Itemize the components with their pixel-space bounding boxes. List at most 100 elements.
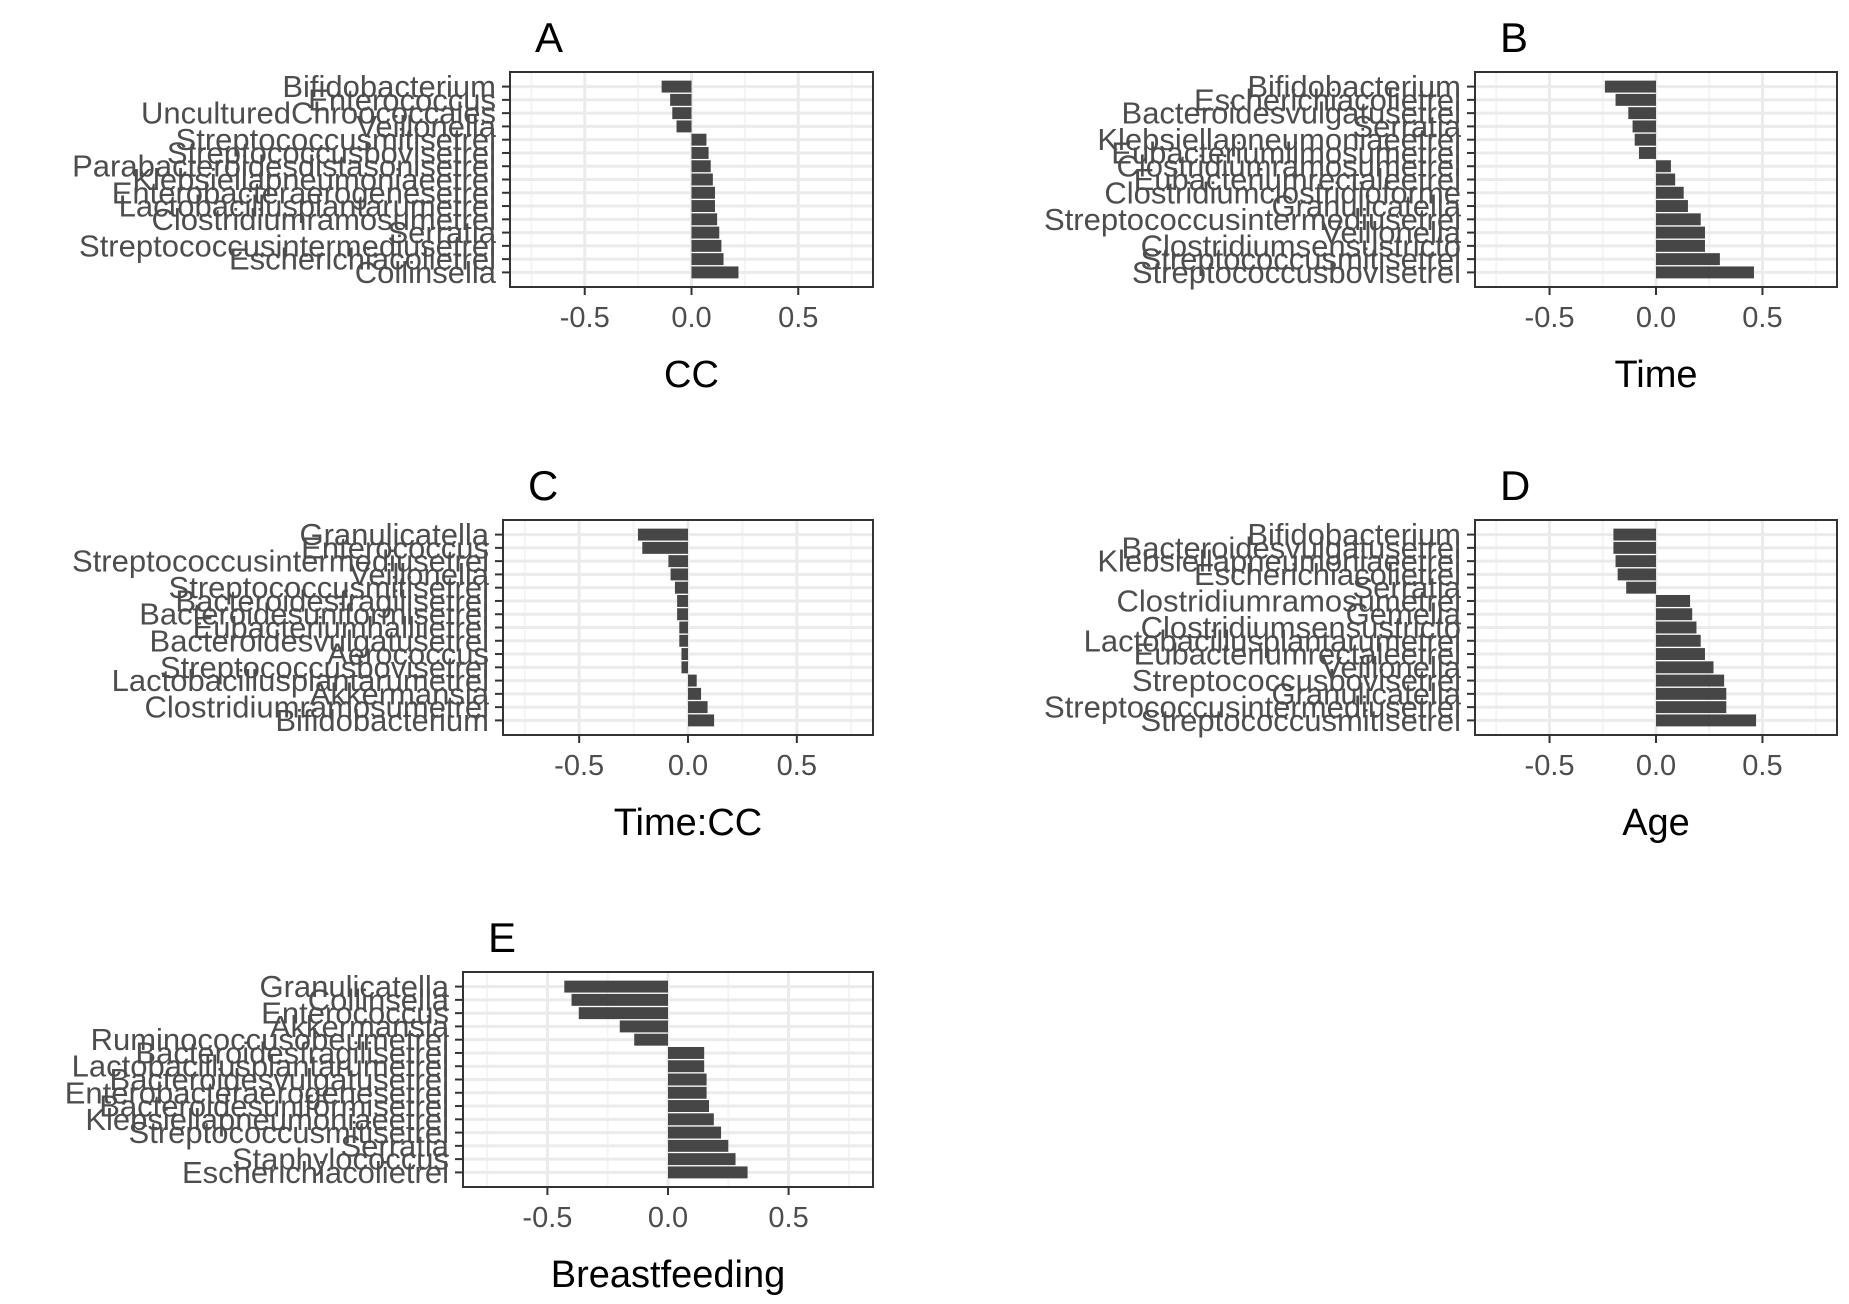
bar-eubacteriumlimosumetrel [1638, 146, 1656, 159]
bar-granulicatella [637, 528, 688, 541]
category-label: Akkermansia [270, 1009, 450, 1044]
bar-serratia [668, 1139, 729, 1152]
category-label: Enterobacteraerogenesetrel [112, 175, 496, 210]
category-label: Bacteroidesfragilisetrel [175, 583, 489, 618]
category-label: Streptococcusbovisetrel [167, 135, 496, 170]
x-tick-label: 0.0 [1636, 750, 1676, 782]
category-label: Klebsiellapneumoniaeetrel [85, 1102, 449, 1137]
bar-veillonella [676, 120, 692, 133]
bar-streptococcusmitisetrel [674, 581, 688, 594]
bar-klebsiellapneumoniaeetrel [1634, 133, 1656, 146]
bar-klebsiellapneumoniaeetrel [691, 173, 713, 186]
category-label: Lactobacillusplantarumetrel [112, 663, 489, 698]
bar-bacteroidesvulgatusetrel [1613, 541, 1656, 554]
x-axis-title: Time [1614, 354, 1697, 396]
x-tick-label: -0.5 [522, 1202, 572, 1234]
category-label: Veillonella [1321, 650, 1461, 685]
category-label: Eubacteriumlimosumetrel [1111, 135, 1461, 170]
bar-unculturedchroococcales [672, 107, 692, 120]
bar-akkermansia [688, 687, 702, 700]
x-tick-label: 0.5 [1742, 750, 1782, 782]
category-label: Bacteroidesvulgatusetrel [1122, 96, 1461, 131]
category-label: Granulicatella [1271, 676, 1461, 711]
x-tick-label: 0.0 [1636, 302, 1676, 334]
category-label: Bacteroidesvulgatusetrel [150, 623, 489, 658]
bar-bacteroidesvulgatusetrel [668, 1073, 707, 1086]
category-label: Klebsiellapneumoniaeetrel [1097, 544, 1461, 579]
bar-serratia [691, 226, 720, 239]
category-label: Bifidobacterium [282, 69, 496, 104]
bar-eubacteriumhalliietrel [679, 621, 688, 634]
category-label: Parabacteroidesdistasonisetrel [72, 149, 496, 184]
bar-bifidobacterium [1613, 528, 1656, 541]
bar-streptococcusintermediusetrel [1656, 213, 1701, 226]
category-label: Eubacteriumrectaleetrel [1134, 637, 1461, 672]
bar-bacteroidesuniformisetrel [668, 1100, 709, 1113]
bar-granulicatella [564, 980, 668, 993]
category-label: Clostridiumramosumetrel [151, 202, 496, 237]
bar-lactobacillusplantarumetrel [1656, 634, 1701, 647]
category-label: Serratia [340, 1128, 449, 1163]
bar-streptococcusbovisetrel [691, 146, 709, 159]
x-tick-label: 0.5 [778, 302, 818, 334]
x-tick-label: 0.5 [768, 1202, 808, 1234]
bar-klebsiellapneumoniaeetrel [668, 1113, 714, 1126]
bar-escherichiacolietrel [668, 1166, 748, 1179]
category-label: Granulicatella [259, 969, 449, 1004]
bar-escherichiacolietrel [1617, 568, 1656, 581]
bar-clostridiumramosumetrel [1656, 160, 1671, 173]
bar-streptococcusmitisetrel [691, 133, 707, 146]
category-label: Bifidobacterium [1247, 517, 1461, 552]
chart-panel-e: GranulicatellaCollinsellaEnterococcusAkk… [65, 914, 874, 1296]
category-label: UnculturedChroococcales [141, 96, 496, 131]
category-label: Streptococcusmitisetrel [169, 570, 489, 605]
bar-streptococcusmitisetrel [1656, 253, 1720, 266]
bar-streptococcusintermediusetrel [1656, 701, 1727, 714]
bar-streptococcusbovisetrel [681, 661, 688, 674]
category-label: Bifidobacterium [275, 703, 489, 738]
bar-bacteroidesvulgatusetrel [679, 634, 688, 647]
x-tick-label: -0.5 [560, 302, 610, 334]
category-label: Clostridiumclostridioforme [1104, 175, 1461, 210]
panel-label: A [535, 14, 563, 61]
bar-veillonella [1656, 661, 1714, 674]
bar-streptococcusintermediusetrel [668, 555, 688, 568]
bar-bifidobacterium [1604, 80, 1656, 93]
bar-serratia [1626, 581, 1656, 594]
category-label: Clostridiumramosumetrel [1116, 149, 1461, 184]
bar-streptococcusmitisetrel [668, 1126, 722, 1139]
x-tick-label: -0.5 [1525, 750, 1575, 782]
bar-clostridiumsensustricto [1656, 239, 1705, 252]
x-tick-label: 0.0 [668, 750, 708, 782]
category-label: Lactobacillusplantarumetrel [72, 1049, 449, 1084]
bar-lactobacillusplantarumetrel [668, 1060, 705, 1073]
panel-label: E [488, 914, 516, 961]
category-label: Veillonella [349, 557, 489, 592]
category-label: Streptococcusbovisetrel [1132, 255, 1461, 290]
bar-bifidobacterium [661, 80, 692, 93]
category-label: Enterobacteraerogenesetrel [65, 1075, 449, 1110]
chart-panel-d: BifidobacteriumBacteroidesvulgatusetrelK… [1044, 462, 1838, 844]
bar-serratia [1632, 120, 1656, 133]
category-label: Veillonella [1321, 215, 1461, 250]
category-label: Escherichiacolietrel [1194, 82, 1461, 117]
bar-aerococcus [681, 648, 688, 661]
bar-ruminococcusobeumetrel [634, 1033, 668, 1046]
x-tick-label: 0.0 [671, 302, 711, 334]
bar-lactobacillusplantarumetrel [691, 200, 715, 213]
bar-bacteroidesvulgatusetrel [1628, 107, 1656, 120]
bar-eubacteriumrectaleetrel [1656, 648, 1705, 661]
bar-clostridiumclostridioforme [1656, 186, 1684, 199]
category-label: Streptococcusmitisetrel [1141, 703, 1461, 738]
category-label: Aerococcus [327, 637, 489, 672]
category-label: Enterococcus [261, 996, 449, 1031]
category-label: Enterococcus [301, 530, 489, 565]
bar-clostridiumramosumetrel [688, 701, 708, 714]
category-label: Escherichiacolietrel [182, 1155, 449, 1190]
category-label: Collinsella [308, 982, 450, 1017]
x-axis-title: CC [664, 354, 719, 396]
category-label: Clostridiumsensustricto [1141, 610, 1461, 645]
category-label: Enterococcus [308, 82, 496, 117]
bar-streptococcusintermediusetrel [691, 239, 722, 252]
bar-staphylococcus [668, 1153, 736, 1166]
